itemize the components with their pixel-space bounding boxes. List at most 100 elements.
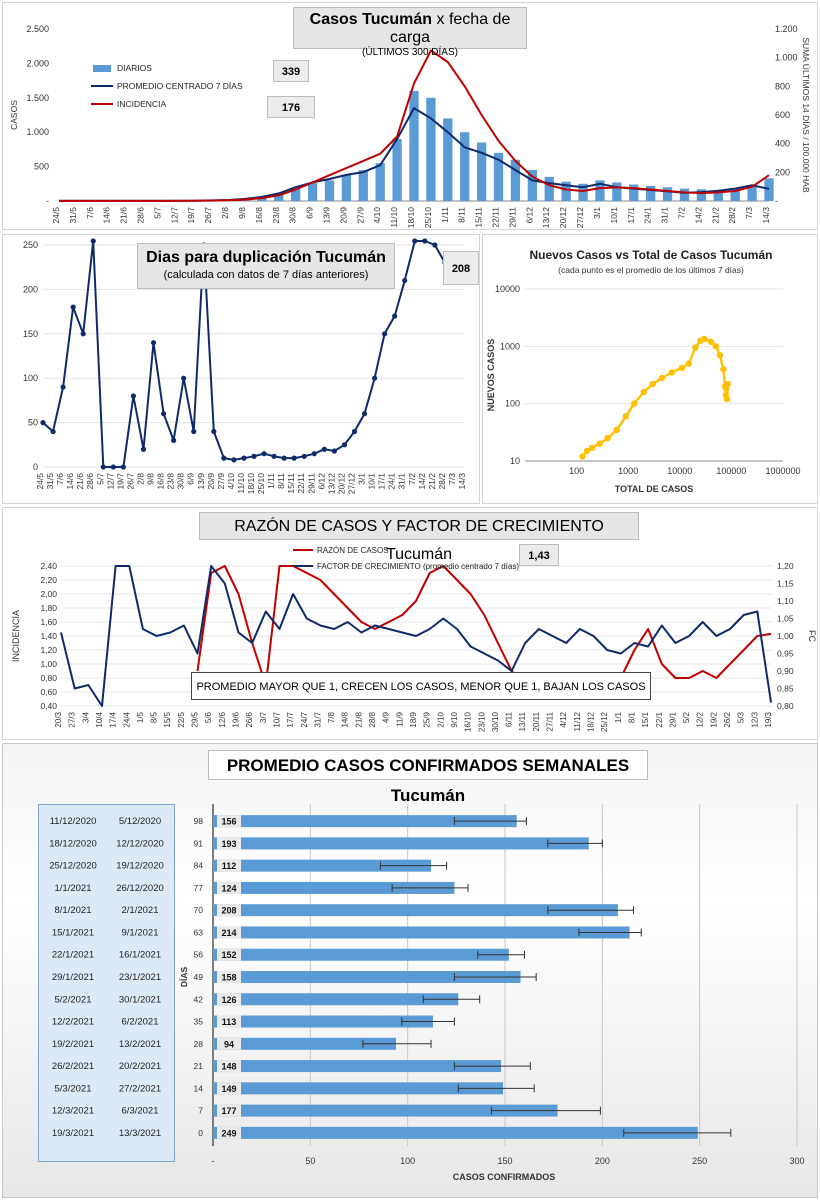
x-tick-label: 14/2: [693, 207, 703, 224]
bar-label-bg: [217, 815, 241, 828]
bar-value-label: 208: [221, 906, 236, 916]
daily-bar: [713, 189, 723, 201]
days-label: 28: [194, 1039, 204, 1049]
date-start: 2/1/2021: [122, 905, 159, 916]
daily-bar: [443, 118, 453, 201]
weekly-bar: [213, 948, 509, 961]
x-tick-label: 8/11: [457, 207, 467, 223]
chart-title: PROMEDIO CASOS CONFIRMADOS SEMANALES Tuc…: [226, 756, 630, 805]
doubling-point: [241, 455, 247, 461]
x-tick-label: 50: [305, 1156, 315, 1166]
y2-tick-label: 1,15: [777, 579, 794, 589]
x-tick-label: 12/3: [750, 711, 759, 727]
doubling-point: [90, 238, 96, 244]
y2-tick-label: 400: [775, 139, 790, 149]
x-tick-label: 27/12: [346, 473, 356, 495]
average-value-box: 176: [267, 96, 315, 118]
new-vs-total-chart: Nuevos Casos vs Total de Casos Tucumán (c…: [482, 234, 818, 504]
weekly-bar: [213, 1060, 502, 1073]
x-tick-label: 6/12: [316, 473, 326, 490]
date-range-table: [38, 804, 175, 1162]
y2-tick-label: 1,10: [777, 596, 794, 606]
x-tick-label: 31/1: [397, 473, 407, 490]
x-tick-label: 7/6: [85, 207, 95, 219]
y-tick-label: 2,00: [40, 589, 57, 599]
y-tick-label: 0: [33, 462, 38, 472]
chart-title: Dias para duplicación Tucumán: [146, 249, 386, 266]
x-tick-label: 19/7: [115, 473, 125, 490]
daily-bar: [324, 180, 335, 201]
doubling-point: [231, 457, 237, 463]
y-tick-label: 0,80: [40, 673, 57, 683]
x-tick-label: 11/10: [236, 473, 246, 494]
x-tick-label: 250: [692, 1156, 707, 1166]
y-tick-label: 10000: [495, 284, 520, 294]
date-start: 6/3/2021: [122, 1106, 159, 1117]
y-tick-label: 1,80: [40, 603, 57, 613]
doubling-point: [251, 453, 257, 459]
x-tick-label: 12/2: [696, 711, 705, 727]
doubling-point: [422, 238, 428, 244]
x-tick-label: 7/3: [447, 473, 457, 485]
x-tick-label: 1000000: [765, 466, 800, 476]
x-tick-label: 31/5: [68, 207, 78, 224]
days-label: 7: [198, 1106, 203, 1116]
doubling-point: [331, 448, 337, 454]
weekly-bar: [213, 1104, 558, 1117]
days-label: 98: [194, 816, 204, 826]
doubling-point: [281, 455, 287, 461]
y-tick-label: 1,00: [40, 659, 57, 669]
x-tick-label: 4/10: [226, 473, 236, 490]
x-tick-label: 12/7: [169, 207, 179, 224]
x-tick-label: 2/8: [220, 207, 230, 219]
x-tick-label: 20/9: [206, 473, 216, 490]
weekly-bar: [213, 971, 521, 983]
x-tick-label: 14/6: [65, 473, 75, 490]
x-tick-label: 14/8: [341, 711, 350, 727]
x-tick-label: 2/8: [135, 473, 145, 485]
x-tick-label: 11/12: [573, 711, 582, 731]
chart-title-box: PROMEDIO CASOS CONFIRMADOS SEMANALES Tuc…: [208, 750, 648, 805]
growth-factor-plot: 0,40 0,60 0,80 1,00 1,20 1,40 1,60 1,80 2,00 2,20…: [11, 546, 817, 732]
bar-value-label: 124: [221, 883, 236, 893]
weekly-bar: [213, 815, 517, 828]
x-tick-label: 24/5: [51, 207, 61, 224]
x-tick-label: 3/1: [592, 207, 602, 219]
weekly-bar: [213, 904, 618, 917]
chart-subtitle: (calculada con datos de 7 días anteriore…: [163, 269, 369, 281]
x-tick-label: 1/5: [136, 711, 145, 723]
x-tick-label: 10000: [667, 466, 692, 476]
weekly-bar: [213, 1082, 504, 1095]
x-tick-label: 25/10: [423, 207, 433, 229]
x-tick-label: 25/9: [423, 711, 432, 727]
bar-label-bg: [217, 1060, 241, 1073]
x-tick-label: 20/12: [558, 207, 568, 229]
x-tick-label: 9/10: [450, 711, 459, 727]
y2-tick-label: 200: [775, 167, 790, 177]
daily-bar: [476, 142, 487, 201]
x-tick-label: 1/11: [266, 473, 276, 489]
doubling-point: [150, 340, 157, 346]
date-end: 5/2/2021: [55, 994, 92, 1005]
date-end: 11/12/2020: [50, 816, 97, 827]
doubling-days-chart: 0 50 100 150 200 250 24/5 31/5 7/6 14/6 21/6 28/6 5/…: [2, 234, 480, 504]
x-tick-label: 150: [497, 1156, 512, 1166]
x-tick-label: 27/12: [575, 207, 585, 229]
y-tick-label: 1.000: [26, 127, 49, 137]
x-tick-label: 24/1: [643, 207, 653, 224]
x-tick-label: 6/9: [186, 473, 196, 485]
x-tick-label: 1000: [618, 466, 638, 476]
bar-value-label: 126: [221, 995, 236, 1005]
date-end: 18/12/2020: [49, 838, 97, 849]
date-start: 12/12/2020: [116, 838, 164, 849]
y-tick-label: 2.000: [26, 58, 49, 68]
x-tick-label: 5/3: [737, 711, 746, 723]
daily-value-box: 339: [273, 60, 309, 82]
doubling-point: [80, 331, 86, 337]
x-axis-label: CASOS CONFIRMADOS: [453, 1172, 556, 1182]
bar-value-label: 177: [221, 1106, 236, 1116]
y2-tick-label: 600: [775, 110, 790, 120]
x-tick-label: 18/10: [406, 207, 416, 229]
y-axis-label: CASOS: [9, 100, 19, 130]
x-tick-label: 3/4: [81, 711, 90, 723]
